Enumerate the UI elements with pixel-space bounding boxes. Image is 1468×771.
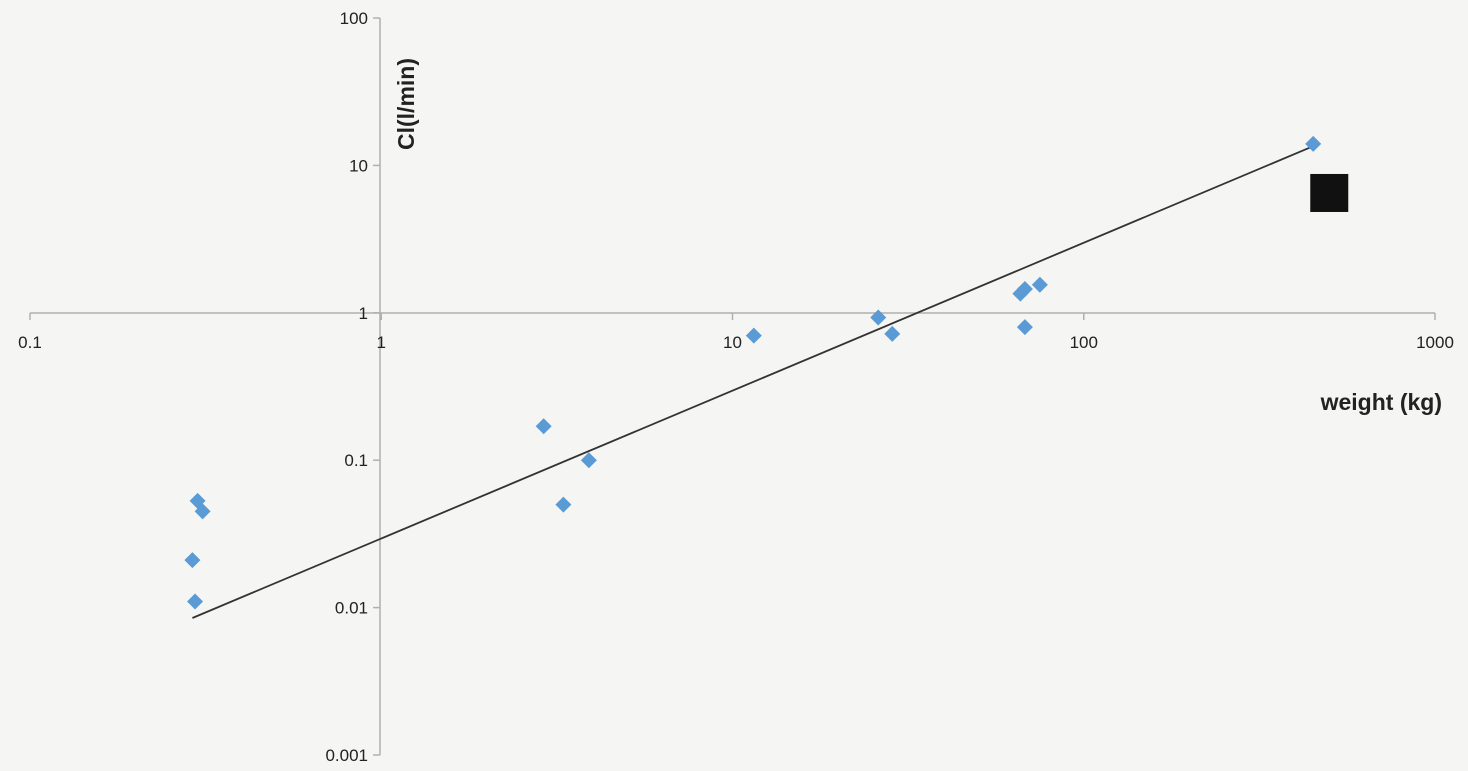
data-point-diamond <box>184 552 201 569</box>
y-tick-label: 0.001 <box>325 746 368 765</box>
x-tick-label: 1000 <box>1416 333 1454 352</box>
x-tick-label: 100 <box>1070 333 1098 352</box>
data-point-diamond <box>580 452 597 469</box>
y-tick-label: 100 <box>340 9 368 28</box>
data-point-diamond <box>870 309 887 326</box>
data-point-diamond <box>1031 276 1048 293</box>
y-tick-group: 100 10 1 0.1 0.01 0.001 <box>325 9 380 765</box>
data-point-diamond <box>535 418 552 435</box>
y-tick-label: 0.01 <box>335 599 368 618</box>
data-point-square <box>1310 173 1349 212</box>
data-point-diamond <box>1016 281 1033 298</box>
x-tick-label: 0.1 <box>18 333 42 352</box>
data-point-diamond <box>884 325 901 342</box>
x-tick-group: 0.1 1 10 100 1000 <box>18 313 1454 352</box>
y-tick-label: 1 <box>359 304 368 323</box>
data-point-diamond <box>187 593 204 610</box>
data-points-group <box>184 135 1349 610</box>
data-point-diamond <box>194 503 211 520</box>
y-tick-label: 0.1 <box>344 451 368 470</box>
data-point-diamond <box>1305 135 1322 152</box>
y-tick-label: 10 <box>349 156 368 175</box>
data-point-diamond <box>1016 319 1033 336</box>
x-axis-label: weight (kg) <box>1320 389 1442 415</box>
data-point-diamond <box>555 496 572 513</box>
x-tick-label: 10 <box>723 333 742 352</box>
data-point-diamond <box>745 327 762 344</box>
x-tick-label: 1 <box>377 333 386 352</box>
y-axis-label: Cl(l/min) <box>393 58 419 150</box>
trendline <box>192 145 1314 619</box>
data-point-diamond <box>1012 285 1029 302</box>
